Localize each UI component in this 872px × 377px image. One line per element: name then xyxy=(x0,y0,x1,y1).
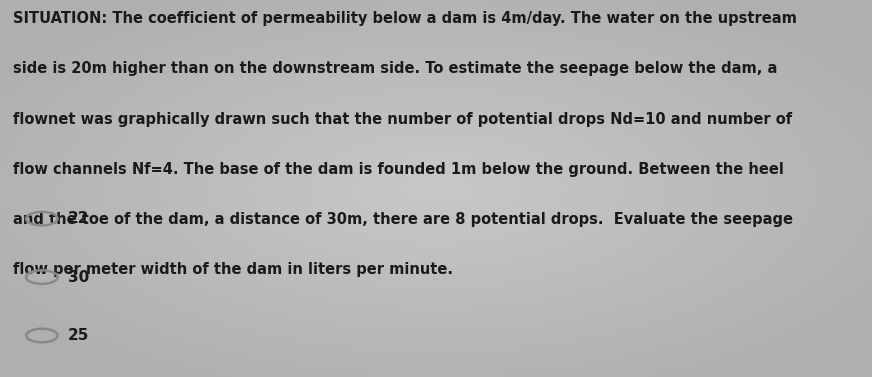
Text: 22: 22 xyxy=(68,211,90,226)
Text: and the toe of the dam, a distance of 30m, there are 8 potential drops.  Evaluat: and the toe of the dam, a distance of 30… xyxy=(13,212,793,227)
Text: SITUATION: The coefficient of permeability below a dam is 4m/day. The water on t: SITUATION: The coefficient of permeabili… xyxy=(13,11,797,26)
Text: 30: 30 xyxy=(68,270,89,285)
Text: side is 20m higher than on the downstream side. To estimate the seepage below th: side is 20m higher than on the downstrea… xyxy=(13,61,778,77)
Text: flow per meter width of the dam in liters per minute.: flow per meter width of the dam in liter… xyxy=(13,262,453,277)
Text: flownet was graphically drawn such that the number of potential drops Nd=10 and : flownet was graphically drawn such that … xyxy=(13,112,792,127)
Text: 25: 25 xyxy=(68,328,90,343)
Text: flow channels Nf=4. The base of the dam is founded 1m below the ground. Between : flow channels Nf=4. The base of the dam … xyxy=(13,162,784,177)
